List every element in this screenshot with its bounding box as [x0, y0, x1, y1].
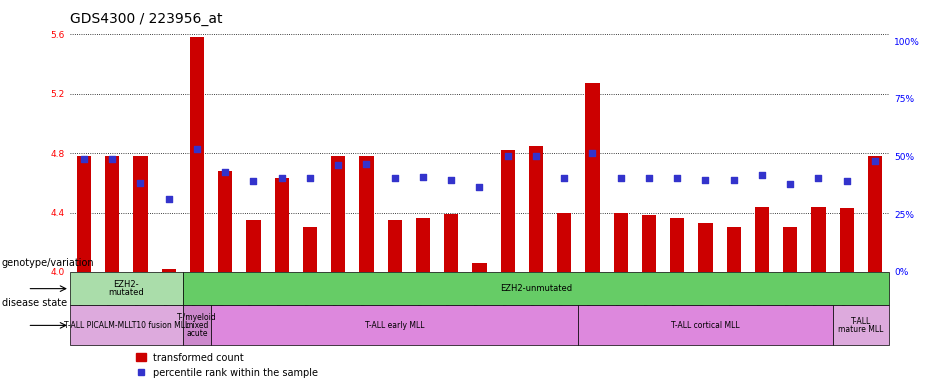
Bar	[472, 263, 487, 272]
Bar	[501, 150, 515, 272]
Point	[472, 184, 487, 190]
Bar	[387, 220, 402, 272]
Point	[359, 161, 374, 167]
Bar	[578, 305, 832, 346]
Point	[303, 175, 317, 181]
Text: T-ALL early MLL: T-ALL early MLL	[365, 321, 425, 330]
Point	[585, 150, 600, 156]
Bar	[182, 305, 211, 346]
Bar	[812, 207, 826, 272]
Point	[246, 178, 261, 184]
Bar	[840, 208, 854, 272]
Point	[218, 169, 233, 175]
Point	[76, 156, 91, 162]
Bar	[70, 305, 182, 346]
Point	[387, 175, 402, 181]
Text: T-/myeloid
mixed
acute: T-/myeloid mixed acute	[177, 313, 217, 338]
Point	[839, 178, 854, 184]
Text: EZH2-
mutated: EZH2- mutated	[108, 280, 144, 297]
Point	[105, 156, 120, 162]
Bar	[416, 218, 430, 272]
Bar	[331, 156, 345, 272]
Point	[133, 180, 148, 186]
Text: genotype/variation: genotype/variation	[2, 258, 94, 268]
Bar	[557, 212, 572, 272]
Point	[275, 175, 290, 181]
Bar	[359, 156, 373, 272]
Text: T-ALL cortical MLL: T-ALL cortical MLL	[671, 321, 740, 330]
Bar	[614, 212, 627, 272]
Bar	[182, 272, 889, 305]
Bar	[832, 305, 889, 346]
Point	[811, 175, 826, 181]
Point	[783, 181, 798, 187]
Point	[161, 196, 176, 202]
Text: disease state: disease state	[2, 298, 67, 308]
Point	[415, 174, 430, 180]
Point	[529, 153, 544, 159]
Legend: transformed count, percentile rank within the sample: transformed count, percentile rank withi…	[132, 349, 322, 381]
Bar	[105, 156, 119, 272]
Point	[331, 162, 345, 168]
Bar	[218, 171, 232, 272]
Point	[614, 175, 628, 181]
Bar	[698, 223, 712, 272]
Point	[444, 177, 459, 183]
Point	[557, 175, 572, 181]
Bar	[247, 220, 261, 272]
Point	[190, 146, 205, 152]
Bar	[529, 146, 543, 272]
Point	[500, 153, 515, 159]
Bar	[77, 156, 91, 272]
Bar	[211, 305, 578, 346]
Bar	[641, 215, 656, 272]
Bar	[755, 207, 769, 272]
Bar	[868, 156, 882, 272]
Bar	[670, 218, 684, 272]
Point	[868, 157, 883, 164]
Text: GDS4300 / 223956_at: GDS4300 / 223956_at	[70, 12, 223, 26]
Point	[698, 177, 713, 183]
Point	[754, 172, 769, 179]
Bar	[303, 227, 317, 272]
Point	[726, 177, 741, 183]
Text: EZH2-unmutated: EZH2-unmutated	[500, 284, 572, 293]
Bar	[727, 227, 741, 272]
Point	[669, 175, 684, 181]
Point	[641, 175, 656, 181]
Bar	[70, 272, 182, 305]
Bar	[133, 156, 147, 272]
Bar	[190, 37, 204, 272]
Text: T-ALL
mature MLL: T-ALL mature MLL	[838, 317, 884, 334]
Text: T-ALL PICALM-MLLT10 fusion MLL: T-ALL PICALM-MLLT10 fusion MLL	[63, 321, 189, 330]
Bar	[275, 178, 289, 272]
Bar	[586, 83, 600, 272]
Bar	[162, 269, 176, 272]
Bar	[444, 214, 458, 272]
Bar	[783, 227, 797, 272]
